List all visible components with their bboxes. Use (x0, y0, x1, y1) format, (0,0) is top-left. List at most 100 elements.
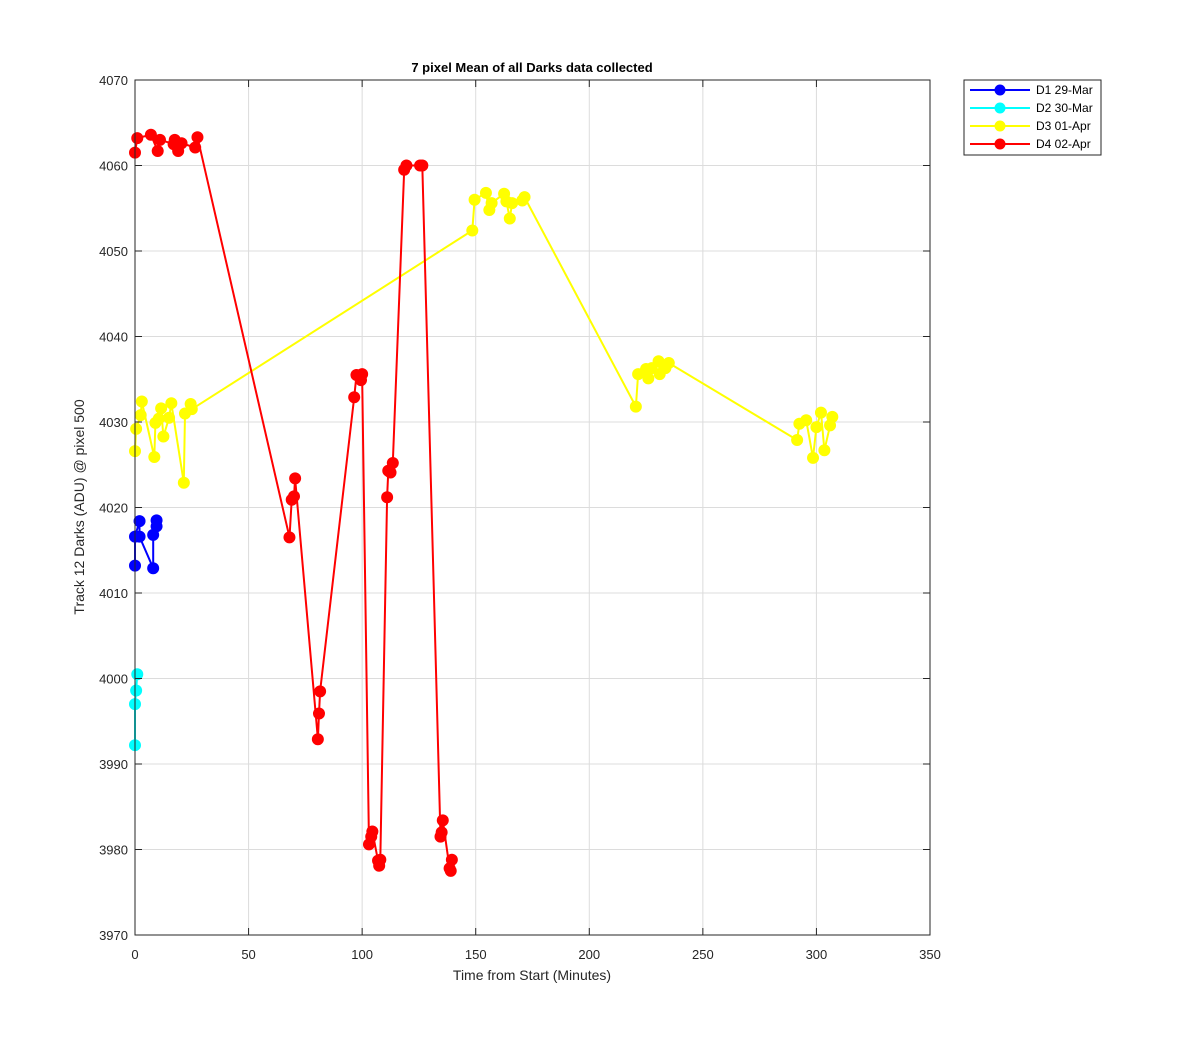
data-point (283, 531, 296, 544)
data-point (468, 193, 481, 206)
data-point (289, 472, 302, 485)
x-tick-label: 300 (806, 947, 828, 962)
series-4 (129, 128, 458, 877)
data-point (386, 457, 399, 470)
legend-marker (994, 84, 1006, 96)
data-point (134, 409, 147, 422)
y-tick-label: 4060 (99, 159, 128, 174)
data-point (135, 395, 148, 408)
grid (135, 80, 930, 935)
data-point (150, 514, 163, 527)
data-point (444, 864, 457, 877)
data-point (818, 444, 831, 457)
y-tick-label: 4020 (99, 501, 128, 516)
data-point (518, 191, 531, 204)
data-point (374, 853, 387, 866)
data-point (662, 357, 675, 370)
data-point (312, 707, 325, 720)
data-point (153, 133, 166, 146)
data-point (436, 814, 449, 827)
y-tick-label: 4070 (99, 73, 128, 88)
data-point (366, 825, 379, 838)
chart-title: 7 pixel Mean of all Darks data collected (411, 60, 652, 75)
data-point (416, 159, 429, 172)
data-point (157, 430, 170, 443)
legend-marker (994, 120, 1006, 132)
data-point (151, 144, 164, 157)
data-point (435, 826, 448, 839)
y-tick-label: 4030 (99, 415, 128, 430)
data-point (506, 197, 519, 210)
legend-label: D2 30-Mar (1036, 101, 1093, 115)
legend-marker (994, 102, 1006, 114)
plot-area: 0 50 100 150 200 250 300 350 3970 3980 3990 4000 401… (99, 73, 941, 962)
data-point (152, 412, 165, 425)
data-point (445, 853, 458, 866)
data-point (314, 685, 327, 698)
series-layer (129, 128, 839, 877)
data-point (155, 402, 168, 415)
data-point (185, 403, 198, 416)
data-point (189, 141, 202, 154)
y-tick-label: 4000 (99, 672, 128, 687)
data-point (800, 414, 813, 427)
x-tick-label: 250 (692, 947, 714, 962)
x-tick-label: 350 (919, 947, 941, 962)
x-tick-label: 0 (131, 947, 138, 962)
x-tick-label: 100 (351, 947, 373, 962)
data-point (147, 562, 160, 575)
legend-label: D3 01-Apr (1036, 119, 1091, 133)
data-point (381, 491, 394, 504)
data-point (503, 212, 516, 225)
data-point (177, 476, 190, 489)
legend: D1 29-Mar D2 30-Mar D3 01-Apr D4 02-Apr (963, 79, 1102, 156)
y-tick-label: 3990 (99, 757, 128, 772)
legend-entry: D2 30-Mar (970, 101, 1093, 115)
y-axis-label: Track 12 Darks (ADU) @ pixel 500 (71, 399, 87, 614)
legend-label: D4 02-Apr (1036, 137, 1091, 151)
data-point (191, 131, 204, 144)
data-point (311, 733, 324, 746)
y-tick-label: 4040 (99, 330, 128, 345)
data-point (466, 224, 479, 237)
data-point (479, 186, 492, 199)
legend-label: D1 29-Mar (1036, 83, 1093, 97)
data-point (791, 433, 804, 446)
legend-box (963, 79, 1102, 156)
data-point (810, 421, 823, 434)
data-point (175, 137, 188, 150)
data-point (131, 132, 144, 145)
legend-items: D1 29-Mar D2 30-Mar D3 01-Apr D4 02-Apr (970, 83, 1093, 151)
data-point (356, 368, 369, 381)
x-tick-label: 50 (241, 947, 255, 962)
data-point (165, 397, 178, 410)
data-point (400, 159, 413, 172)
data-point (148, 451, 161, 464)
data-point (629, 400, 642, 413)
legend-entry: D1 29-Mar (970, 83, 1093, 97)
data-point (163, 411, 176, 424)
data-point (485, 197, 498, 210)
data-point (130, 422, 143, 435)
y-tick-label: 3970 (99, 928, 128, 943)
y-tick-label: 4010 (99, 586, 128, 601)
data-point (642, 372, 655, 385)
x-tick-label: 200 (578, 947, 600, 962)
ticks: 0 50 100 150 200 250 300 350 3970 3980 3990 4000 401… (99, 73, 941, 962)
legend-marker (994, 138, 1006, 150)
series-3 (129, 186, 839, 489)
data-point (826, 410, 839, 423)
x-axis-label: Time from Start (Minutes) (453, 967, 611, 983)
data-point (288, 490, 300, 503)
y-tick-label: 4050 (99, 244, 128, 259)
data-point (130, 684, 143, 697)
x-tick-label: 150 (465, 947, 487, 962)
legend-entry: D3 01-Apr (970, 119, 1091, 133)
y-tick-label: 3980 (99, 843, 128, 858)
legend-entry: D4 02-Apr (970, 137, 1091, 151)
data-point (348, 391, 361, 404)
data-point (814, 406, 827, 419)
data-point (807, 451, 820, 464)
data-point (133, 530, 146, 543)
